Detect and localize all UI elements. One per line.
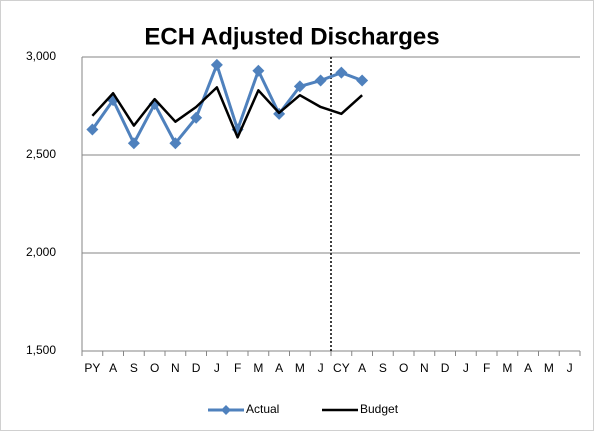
legend-label: Budget xyxy=(360,402,399,416)
series-marker xyxy=(293,80,306,93)
x-tick-label: CY xyxy=(333,361,350,375)
x-tick-label: M xyxy=(295,361,305,375)
x-tick-label: N xyxy=(420,361,429,375)
x-tick-label: A xyxy=(109,361,117,375)
x-tick-label: PY xyxy=(84,361,100,375)
series-marker xyxy=(190,111,203,124)
y-tick-label: 3,000 xyxy=(26,49,56,63)
x-tick-label: M xyxy=(544,361,554,375)
legend-marker xyxy=(221,405,231,415)
y-tick-label: 2,500 xyxy=(26,147,56,161)
x-tick-label: A xyxy=(524,361,532,375)
x-tick-label: O xyxy=(150,361,159,375)
series-marker xyxy=(314,74,327,87)
x-tick-label: J xyxy=(567,361,573,375)
x-tick-label: D xyxy=(192,361,201,375)
series-marker xyxy=(356,74,369,87)
x-tick-label: S xyxy=(130,361,138,375)
y-tick-label: 1,500 xyxy=(26,343,56,357)
x-tick-label: A xyxy=(275,361,283,375)
chart-title: ECH Adjusted Discharges xyxy=(144,23,439,50)
series-marker xyxy=(169,137,182,150)
series-marker xyxy=(127,137,140,150)
series-marker xyxy=(252,64,265,77)
legend-label: Actual xyxy=(246,402,279,416)
y-tick-label: 2,000 xyxy=(26,245,56,259)
x-tick-label: M xyxy=(502,361,512,375)
x-tick-label: D xyxy=(441,361,450,375)
x-tick-label: F xyxy=(234,361,241,375)
x-tick-label: S xyxy=(379,361,387,375)
x-tick-label: J xyxy=(214,361,220,375)
x-tick-label: A xyxy=(358,361,366,375)
x-tick-label: N xyxy=(171,361,180,375)
x-tick-label: J xyxy=(463,361,469,375)
x-tick-label: M xyxy=(253,361,263,375)
series-line xyxy=(91,86,363,139)
x-tick-label: J xyxy=(318,361,324,375)
x-tick-label: F xyxy=(483,361,490,375)
series-marker xyxy=(86,123,99,136)
x-tick-label: O xyxy=(399,361,408,375)
series-marker xyxy=(335,66,348,79)
series-marker xyxy=(210,58,223,71)
